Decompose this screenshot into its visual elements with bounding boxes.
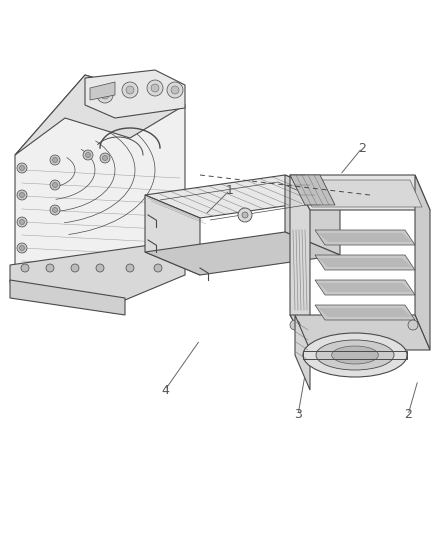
Polygon shape [290, 315, 430, 350]
Circle shape [53, 182, 57, 188]
Circle shape [147, 80, 163, 96]
Circle shape [242, 212, 248, 218]
Polygon shape [285, 175, 340, 255]
Circle shape [151, 84, 159, 92]
Circle shape [71, 264, 79, 272]
Circle shape [20, 246, 25, 251]
Polygon shape [290, 175, 335, 205]
Polygon shape [10, 240, 185, 300]
Polygon shape [290, 175, 310, 350]
Circle shape [96, 264, 104, 272]
Text: 2: 2 [404, 408, 412, 422]
Circle shape [290, 320, 300, 330]
Circle shape [46, 264, 54, 272]
Polygon shape [300, 180, 422, 207]
Polygon shape [15, 75, 185, 155]
Circle shape [101, 91, 109, 99]
Circle shape [20, 192, 25, 198]
Polygon shape [315, 255, 415, 270]
Polygon shape [315, 280, 415, 295]
Circle shape [171, 86, 179, 94]
Polygon shape [315, 230, 415, 245]
Circle shape [20, 166, 25, 171]
Polygon shape [295, 315, 310, 390]
Circle shape [50, 155, 60, 165]
Polygon shape [145, 175, 340, 218]
Text: 3: 3 [294, 408, 302, 422]
Circle shape [17, 163, 27, 173]
Circle shape [408, 320, 418, 330]
Circle shape [53, 207, 57, 213]
Circle shape [154, 264, 162, 272]
Circle shape [122, 82, 138, 98]
Circle shape [238, 208, 252, 222]
Circle shape [17, 243, 27, 253]
Circle shape [85, 152, 91, 157]
Ellipse shape [303, 333, 407, 377]
Polygon shape [415, 175, 430, 350]
Circle shape [167, 82, 183, 98]
Polygon shape [318, 258, 412, 267]
Circle shape [83, 150, 93, 160]
Polygon shape [318, 233, 412, 242]
Circle shape [50, 180, 60, 190]
Polygon shape [145, 195, 200, 275]
Circle shape [20, 220, 25, 224]
Circle shape [21, 264, 29, 272]
Polygon shape [290, 175, 430, 210]
Circle shape [50, 205, 60, 215]
Circle shape [17, 217, 27, 227]
Circle shape [17, 190, 27, 200]
Polygon shape [90, 82, 115, 100]
Polygon shape [10, 280, 125, 315]
Circle shape [126, 264, 134, 272]
Circle shape [97, 87, 113, 103]
Circle shape [126, 86, 134, 94]
Ellipse shape [316, 340, 394, 370]
Ellipse shape [332, 346, 378, 364]
Circle shape [53, 157, 57, 163]
Circle shape [102, 156, 107, 160]
Text: 4: 4 [161, 384, 169, 397]
Polygon shape [318, 308, 412, 317]
Circle shape [100, 153, 110, 163]
Polygon shape [315, 305, 415, 320]
Text: 2: 2 [358, 141, 366, 155]
Polygon shape [145, 232, 340, 275]
Polygon shape [15, 75, 185, 300]
Text: 1: 1 [226, 183, 234, 197]
Polygon shape [85, 70, 185, 118]
Polygon shape [318, 283, 412, 292]
